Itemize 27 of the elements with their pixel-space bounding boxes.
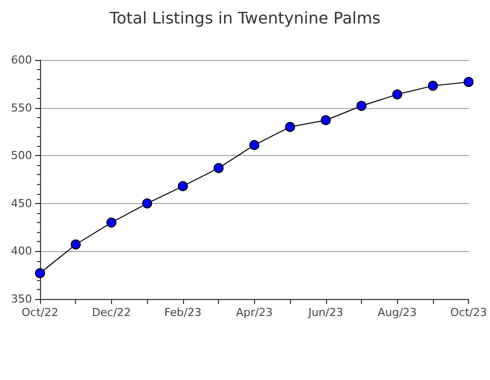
chart-title: Total Listings in Twentynine Palms [108,8,380,28]
y-tick-label: 550 [11,101,32,114]
x-tick-label: Apr/23 [236,306,273,319]
x-tick-label: Dec/22 [92,306,131,319]
point [356,100,366,111]
point [106,218,116,228]
y-tick-label: 500 [11,149,32,162]
point [249,140,260,150]
x-tick-label: Jun/23 [307,306,344,319]
x-tick-label: Oct/22 [22,306,58,319]
x-tick-label: Feb/23 [164,306,202,319]
point [392,89,402,100]
x-tick-label: Aug/23 [378,306,417,319]
point [142,198,152,208]
point [35,268,45,278]
point [285,122,296,132]
point [320,115,331,126]
point [428,80,438,91]
y-tick-label: 600 [11,54,32,66]
point [70,240,81,250]
y-tick-label: 350 [11,292,32,306]
point [464,76,474,87]
point [214,163,224,174]
point [178,181,188,192]
y-tick-label: 400 [11,244,32,258]
x-tick-label: Oct/23 [450,306,488,319]
y-tick-label: 450 [11,196,32,210]
